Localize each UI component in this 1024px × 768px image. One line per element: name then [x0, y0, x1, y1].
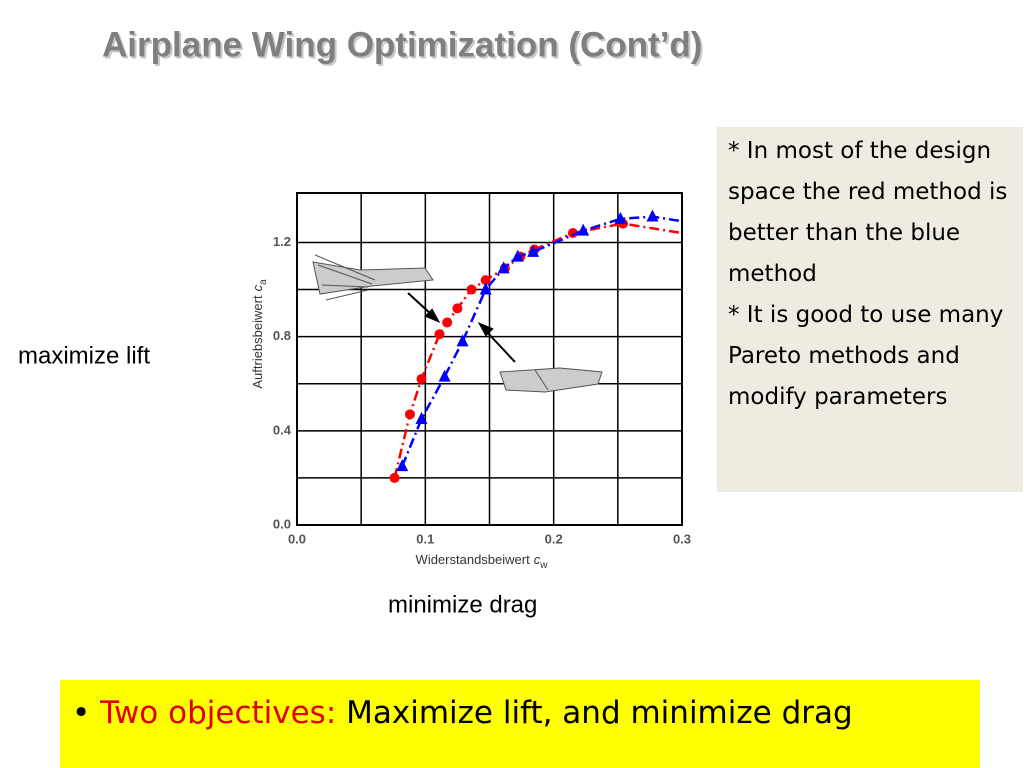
series-line: [393, 222, 682, 479]
wing-illustration: [312, 254, 603, 393]
y-axis-symbol: c: [250, 284, 265, 291]
y-axis-label: Auftriebsbeiwert ca: [250, 279, 268, 389]
y-axis-subscript: a: [258, 279, 269, 285]
bullet-text: Maximize lift, and minimize drag: [346, 695, 853, 731]
note-text: * In most of the design space the red me…: [728, 138, 1008, 287]
note-text: * It is good to use many Pareto methods …: [728, 302, 1004, 410]
data-point: [479, 282, 492, 295]
data-point: [416, 374, 427, 385]
data-point: [389, 472, 400, 483]
note-box: * In most of the design space the red me…: [717, 127, 1023, 492]
data-point: [497, 261, 510, 274]
data-point: [442, 317, 453, 328]
data-point: [466, 284, 477, 295]
data-point: [567, 228, 578, 239]
title-shadow: Airplane Wing Optimization (Cont’d): [104, 27, 704, 66]
x-tick-label: 0.2: [545, 531, 563, 546]
data-point: [438, 369, 451, 382]
y-tick-label: 0.0: [273, 516, 291, 531]
data-point: [577, 223, 590, 236]
x-axis-label-text: Widerstandsbeiwert: [416, 552, 531, 567]
x-axis-label: Widerstandsbeiwert cw: [416, 552, 549, 570]
data-point: [480, 275, 491, 286]
y-axis-label-text: Auftriebsbeiwert: [250, 295, 265, 389]
x-tick-label: 0.1: [416, 531, 434, 546]
data-point: [434, 329, 445, 340]
x-axis-symbol: c: [534, 552, 541, 567]
x-axis-subscript: w: [539, 560, 548, 571]
plot: 0.0 0.1 0.2 0.3 0.0 0.4 0.8 1.2 Widerstandsbeiwe…: [250, 192, 691, 571]
slide-title: Airplane Wing Optimization (Cont’d): [102, 25, 702, 64]
data-point: [614, 211, 627, 224]
data-point: [527, 244, 540, 257]
bottom-label: minimize drag: [388, 591, 537, 618]
x-tick-label: 0.0: [288, 531, 306, 546]
data-point: [456, 334, 469, 347]
y-tick-label: 0.4: [273, 422, 292, 437]
left-label: maximize lift: [18, 342, 150, 369]
x-tick-label: 0.3: [673, 531, 691, 546]
bullet-lead: Two objectives:: [100, 695, 337, 731]
data-point: [415, 412, 428, 425]
data-point: [452, 303, 463, 314]
arrow: [407, 292, 516, 363]
y-tick-label: 1.2: [273, 234, 291, 249]
y-tick-label: 0.8: [273, 328, 291, 343]
bullet-box: • Two objectives: Maximize lift, and min…: [60, 680, 980, 768]
data-point: [404, 409, 415, 420]
data-point: [396, 459, 409, 472]
data-point: [511, 249, 524, 262]
data-point: [646, 209, 659, 222]
